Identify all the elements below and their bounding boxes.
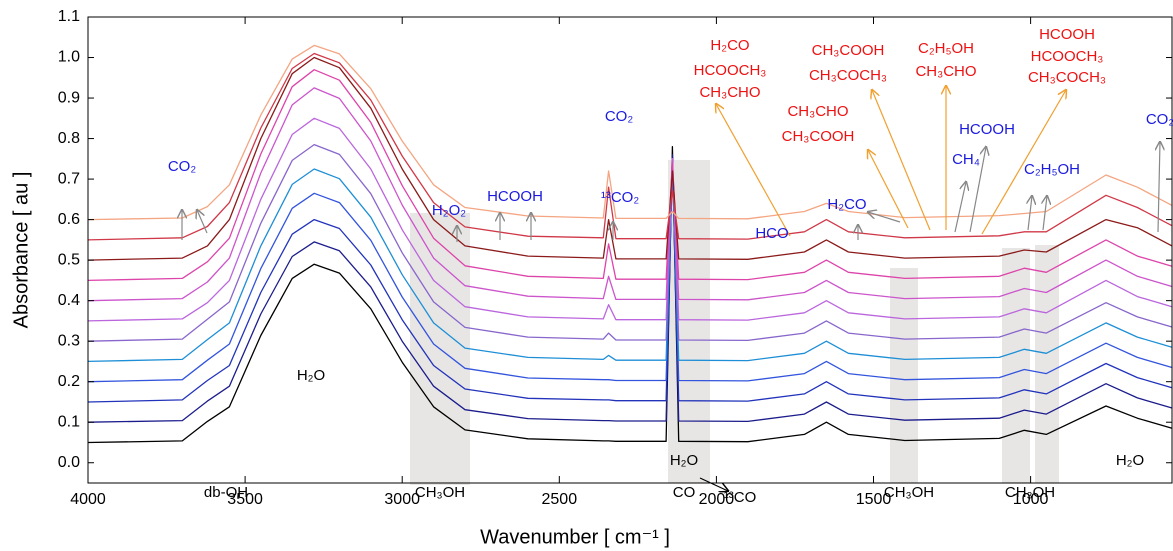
annotation: CH₃CHO [699, 84, 760, 101]
annotation: CH₄ [952, 151, 980, 168]
shaded-regions [410, 160, 1059, 485]
arrow [954, 182, 966, 233]
annotation: CH₃OH [884, 484, 934, 501]
arrow [868, 212, 901, 223]
annotation: CH₃OH [415, 484, 465, 501]
spectrum-line [87, 158, 1173, 383]
annotation: CO [673, 484, 696, 501]
annotation: HCOOH [487, 188, 543, 205]
x-tick-label: 3500 [227, 491, 263, 508]
x-tick-label: 2000 [699, 491, 735, 508]
annotation: CO₂ [168, 158, 197, 175]
spectrum-line [87, 117, 1173, 322]
spectrum-line [87, 143, 1173, 342]
arrow [981, 90, 1066, 235]
spectrum-line [87, 158, 1173, 403]
arrows [182, 86, 1160, 491]
x-tick-label: 2500 [542, 491, 578, 508]
annotation: H₂O [670, 452, 698, 469]
y-tick-label: 0.7 [58, 170, 80, 187]
shaded-region [1002, 248, 1030, 483]
annotation: H₂CO [710, 37, 749, 54]
annotation: H₂O [297, 367, 325, 384]
arrow [716, 104, 791, 237]
x-tick-label: 4000 [70, 491, 106, 508]
y-tick-label: 0.5 [58, 251, 80, 268]
arrow [868, 150, 909, 229]
annotation: H₂O₂ [432, 202, 466, 219]
y-tick-label: 1.0 [58, 49, 80, 66]
annotation: C₂H₅OH [1024, 161, 1080, 178]
annotation: CH₃COOH [782, 128, 855, 145]
y-tick-label: 0.1 [58, 413, 80, 430]
x-tick-label: 1500 [856, 491, 892, 508]
shaded-region [1035, 245, 1059, 483]
annotation: CH₃COCH₃ [809, 67, 887, 84]
x-tick-label: 3000 [384, 491, 420, 508]
annotation: CO₂ [1146, 111, 1173, 128]
arrow [1028, 196, 1032, 231]
arrow [699, 477, 728, 491]
spectrum-line [87, 56, 1173, 261]
annotation: CH₃OH [1005, 484, 1055, 501]
spectrum-line [87, 52, 1173, 241]
spectrum-line [87, 87, 1173, 302]
annotation: db-OH [204, 484, 248, 501]
spectrum-line [87, 158, 1173, 363]
annotation: CH₃CHO [787, 103, 848, 120]
y-tick-label: 0.8 [58, 130, 80, 147]
annotation: ¹³CO₂ [601, 189, 639, 206]
x-tick-label: 1000 [1013, 491, 1049, 508]
y-tick-label: 0.3 [58, 332, 80, 349]
spectrum-line [87, 146, 1173, 444]
y-tick-label: 0.0 [58, 454, 80, 471]
y-tick-label: 0.2 [58, 373, 80, 390]
annotation: CO₂ [605, 108, 634, 125]
x-axis-label: Wavenumber [ cm⁻¹ ] [480, 526, 670, 548]
y-tick-label: 0.9 [58, 89, 80, 106]
annotation: HCOOH [1039, 26, 1095, 43]
arrow [872, 90, 931, 231]
y-axis-label: Absorbance [ au ] [10, 172, 32, 329]
annotation: CH₃CHO [915, 63, 976, 80]
arrow [969, 147, 986, 233]
annotation: H₂O [1116, 452, 1144, 469]
annotation: CH₃COOH [812, 42, 885, 59]
arrow [1158, 142, 1160, 233]
annotation: CH₃COCH₃ [1028, 69, 1106, 86]
y-tick-label: 0.4 [58, 292, 80, 309]
spectrum-line [87, 44, 1173, 221]
arrow [1043, 196, 1047, 231]
y-tick-label: 0.6 [58, 211, 80, 228]
annotation: ¹³CO [724, 489, 757, 506]
spectrum-line [87, 69, 1173, 282]
annotation: HCO [755, 225, 788, 242]
plot-area [87, 44, 1173, 444]
annotation: HCOOCH₃ [694, 62, 767, 79]
annotation: HCOOH [959, 121, 1015, 138]
arrow [197, 210, 208, 234]
annotation: H₂CO [827, 196, 866, 213]
spectrum-line [87, 154, 1173, 423]
shaded-region [890, 268, 918, 483]
y-tick-label: 1.1 [58, 8, 80, 25]
annotation: HCOOCH₃ [1031, 48, 1104, 65]
plot-frame [87, 16, 1173, 484]
annotation: C₂H₅OH [918, 40, 974, 57]
